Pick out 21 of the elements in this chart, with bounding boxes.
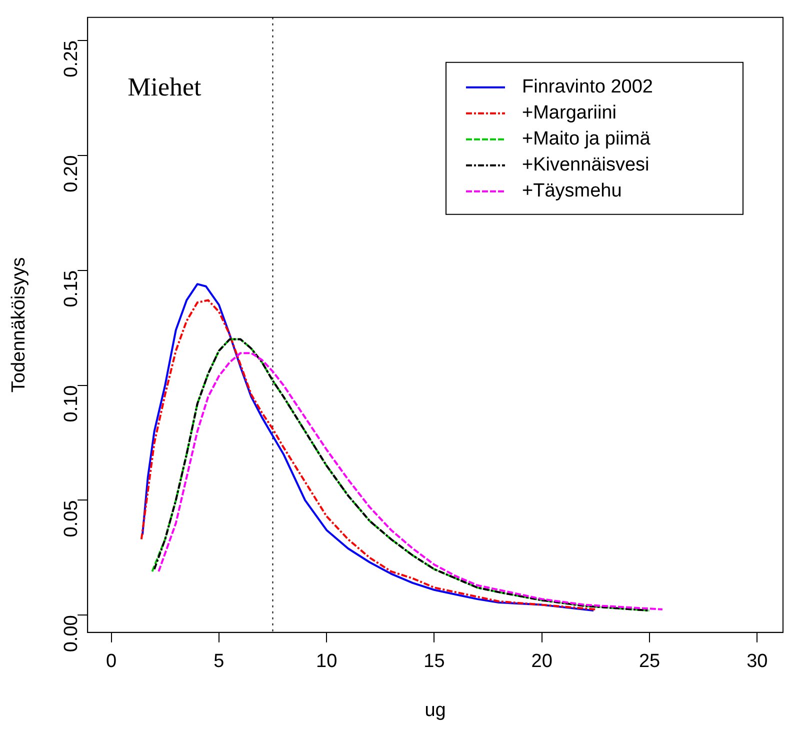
legend-label: +Maito ja piimä — [522, 128, 651, 150]
x-tick-label: 0 — [106, 651, 117, 672]
y-tick-label: 0.10 — [60, 385, 82, 422]
y-tick-label: 0.25 — [60, 40, 82, 78]
x-tick-label: 25 — [638, 651, 660, 672]
x-tick-label: 20 — [531, 651, 552, 672]
legend-label: +Kivennäisvesi — [522, 154, 650, 176]
y-tick-label: 0.15 — [60, 270, 82, 308]
annotation: Miehet — [128, 72, 202, 102]
x-tick-label: 5 — [214, 651, 224, 672]
y-tick-label: 0.05 — [60, 500, 82, 538]
y-axis-title: Todennäköisyys — [8, 257, 30, 392]
legend-label: Finravinto 2002 — [522, 76, 653, 98]
x-axis-title: ug — [424, 700, 446, 721]
y-tick-label: 0.00 — [60, 615, 82, 652]
x-tick-label: 15 — [424, 651, 445, 672]
legend-label: +Täysmehu — [522, 180, 622, 202]
x-tick-label: 10 — [316, 651, 338, 672]
y-tick-label: 0.20 — [60, 155, 82, 192]
legend-label: +Margariini — [522, 102, 617, 124]
x-tick-label: 30 — [746, 651, 768, 672]
